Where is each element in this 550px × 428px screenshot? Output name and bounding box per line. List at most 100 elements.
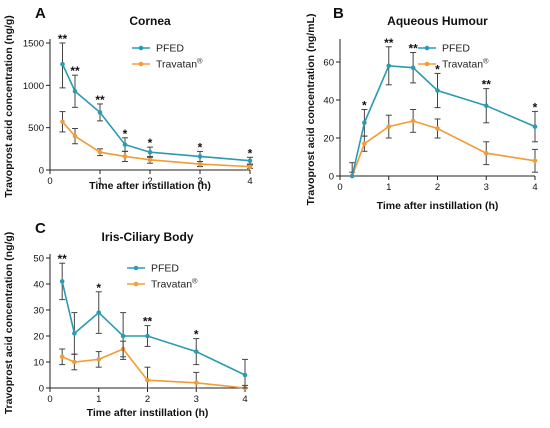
y-axis-label: Travoprost acid concentration (ng/mL) [305, 14, 317, 206]
significance-mark: ** [58, 252, 68, 266]
x-tick-label: 0 [337, 182, 342, 193]
data-point [147, 149, 153, 155]
data-point [72, 133, 78, 139]
significance-mark: * [96, 281, 101, 295]
panel-label: B [333, 5, 344, 22]
legend-swatch-marker [133, 281, 139, 287]
x-tick-label: 2 [145, 394, 150, 405]
data-point [59, 279, 65, 284]
x-axis-label: Time after instillation (h) [87, 407, 209, 419]
y-tick-label: 20 [323, 134, 334, 145]
data-point [59, 354, 65, 360]
data-point [147, 157, 153, 163]
data-point [242, 372, 248, 378]
data-point [72, 331, 77, 336]
significance-mark: * [248, 146, 253, 160]
data-point [410, 118, 416, 124]
series-travatan [349, 109, 538, 179]
x-tick-label: 3 [194, 394, 199, 405]
legend-label: Travatan® [156, 57, 203, 71]
data-point [120, 333, 126, 339]
data-point [145, 333, 150, 339]
data-point [96, 357, 102, 362]
x-tick-label: 4 [242, 394, 247, 405]
data-point [145, 377, 150, 383]
series-travatan [59, 340, 248, 391]
legend: PFED Travatan® [418, 43, 489, 71]
legend-label: PFED [151, 263, 179, 275]
data-point [193, 349, 199, 354]
legend-label: Travatan® [151, 277, 198, 291]
chart-title: Aqueous Humour [387, 14, 488, 28]
data-point [72, 88, 78, 94]
data-point [532, 124, 538, 129]
chart-title: Iris-Ciliary Body [101, 230, 193, 244]
data-point [435, 126, 440, 131]
data-point [193, 380, 199, 386]
significance-mark: * [362, 99, 367, 113]
data-point [197, 161, 203, 167]
data-point [197, 154, 203, 159]
legend: PFED Travatan® [132, 43, 203, 71]
y-tick-label: 40 [33, 280, 44, 291]
y-tick-label: 1500 [23, 39, 44, 50]
series-pfed [59, 262, 248, 389]
legend-swatch-marker [424, 61, 430, 67]
data-point [483, 150, 489, 156]
series-line [61, 348, 246, 389]
data-point [483, 103, 489, 108]
significance-mark: * [194, 328, 199, 342]
significance-mark: * [198, 140, 203, 154]
data-point [60, 119, 65, 125]
series-line [61, 121, 251, 168]
y-axis-label: Travoprost acid concentration (ng/g) [3, 232, 15, 415]
panel-label: A [35, 5, 46, 22]
legend-swatch-marker [138, 61, 144, 67]
legend-label: PFED [442, 43, 470, 55]
x-tick-label: 1 [97, 176, 102, 187]
data-point [410, 65, 416, 70]
data-point [97, 110, 103, 115]
y-tick-label: 0 [329, 172, 334, 183]
x-axis-label: Time after instillation (h) [89, 180, 211, 192]
data-point [386, 63, 392, 69]
data-point [435, 88, 440, 93]
data-point [122, 142, 128, 147]
series-line [351, 120, 536, 177]
panel-label: C [35, 220, 46, 237]
data-point [362, 120, 367, 126]
legend-swatch-marker [138, 45, 144, 51]
x-tick-label: 1 [386, 182, 391, 193]
chart-panel-A: A Cornea 0 1 2 3 4 0 500 1000 1500 Time after insti… [3, 5, 253, 198]
significance-mark: ** [408, 42, 418, 56]
data-point [122, 154, 128, 159]
x-axis-label: Time after instillation (h) [377, 200, 499, 212]
significance-mark: ** [143, 315, 153, 329]
series-line [351, 64, 536, 177]
y-tick-label: 0 [39, 166, 44, 177]
data-point [97, 149, 103, 155]
significance-mark: * [435, 62, 440, 76]
legend-superscript: ® [483, 57, 489, 66]
x-tick-label: 2 [147, 176, 152, 187]
y-tick-label: 1000 [23, 81, 44, 92]
y-tick-label: 40 [323, 96, 334, 107]
legend-superscript: ® [192, 277, 198, 286]
data-point [96, 310, 102, 315]
y-tick-label: 500 [28, 123, 44, 134]
data-point [362, 141, 367, 146]
series-travatan [59, 111, 253, 169]
chart-title: Cornea [129, 14, 171, 28]
data-point [532, 158, 538, 164]
legend-swatch-marker [424, 45, 430, 51]
legend-label: Travatan® [442, 57, 489, 71]
x-tick-label: 2 [435, 182, 440, 193]
y-tick-label: 20 [33, 332, 44, 343]
x-tick-label: 4 [532, 182, 537, 193]
data-point [349, 173, 355, 179]
y-tick-label: 0 [39, 384, 44, 395]
y-tick-label: 60 [323, 58, 334, 69]
y-axis-label: Travoprost acid concentration (ng/g) [3, 15, 15, 198]
